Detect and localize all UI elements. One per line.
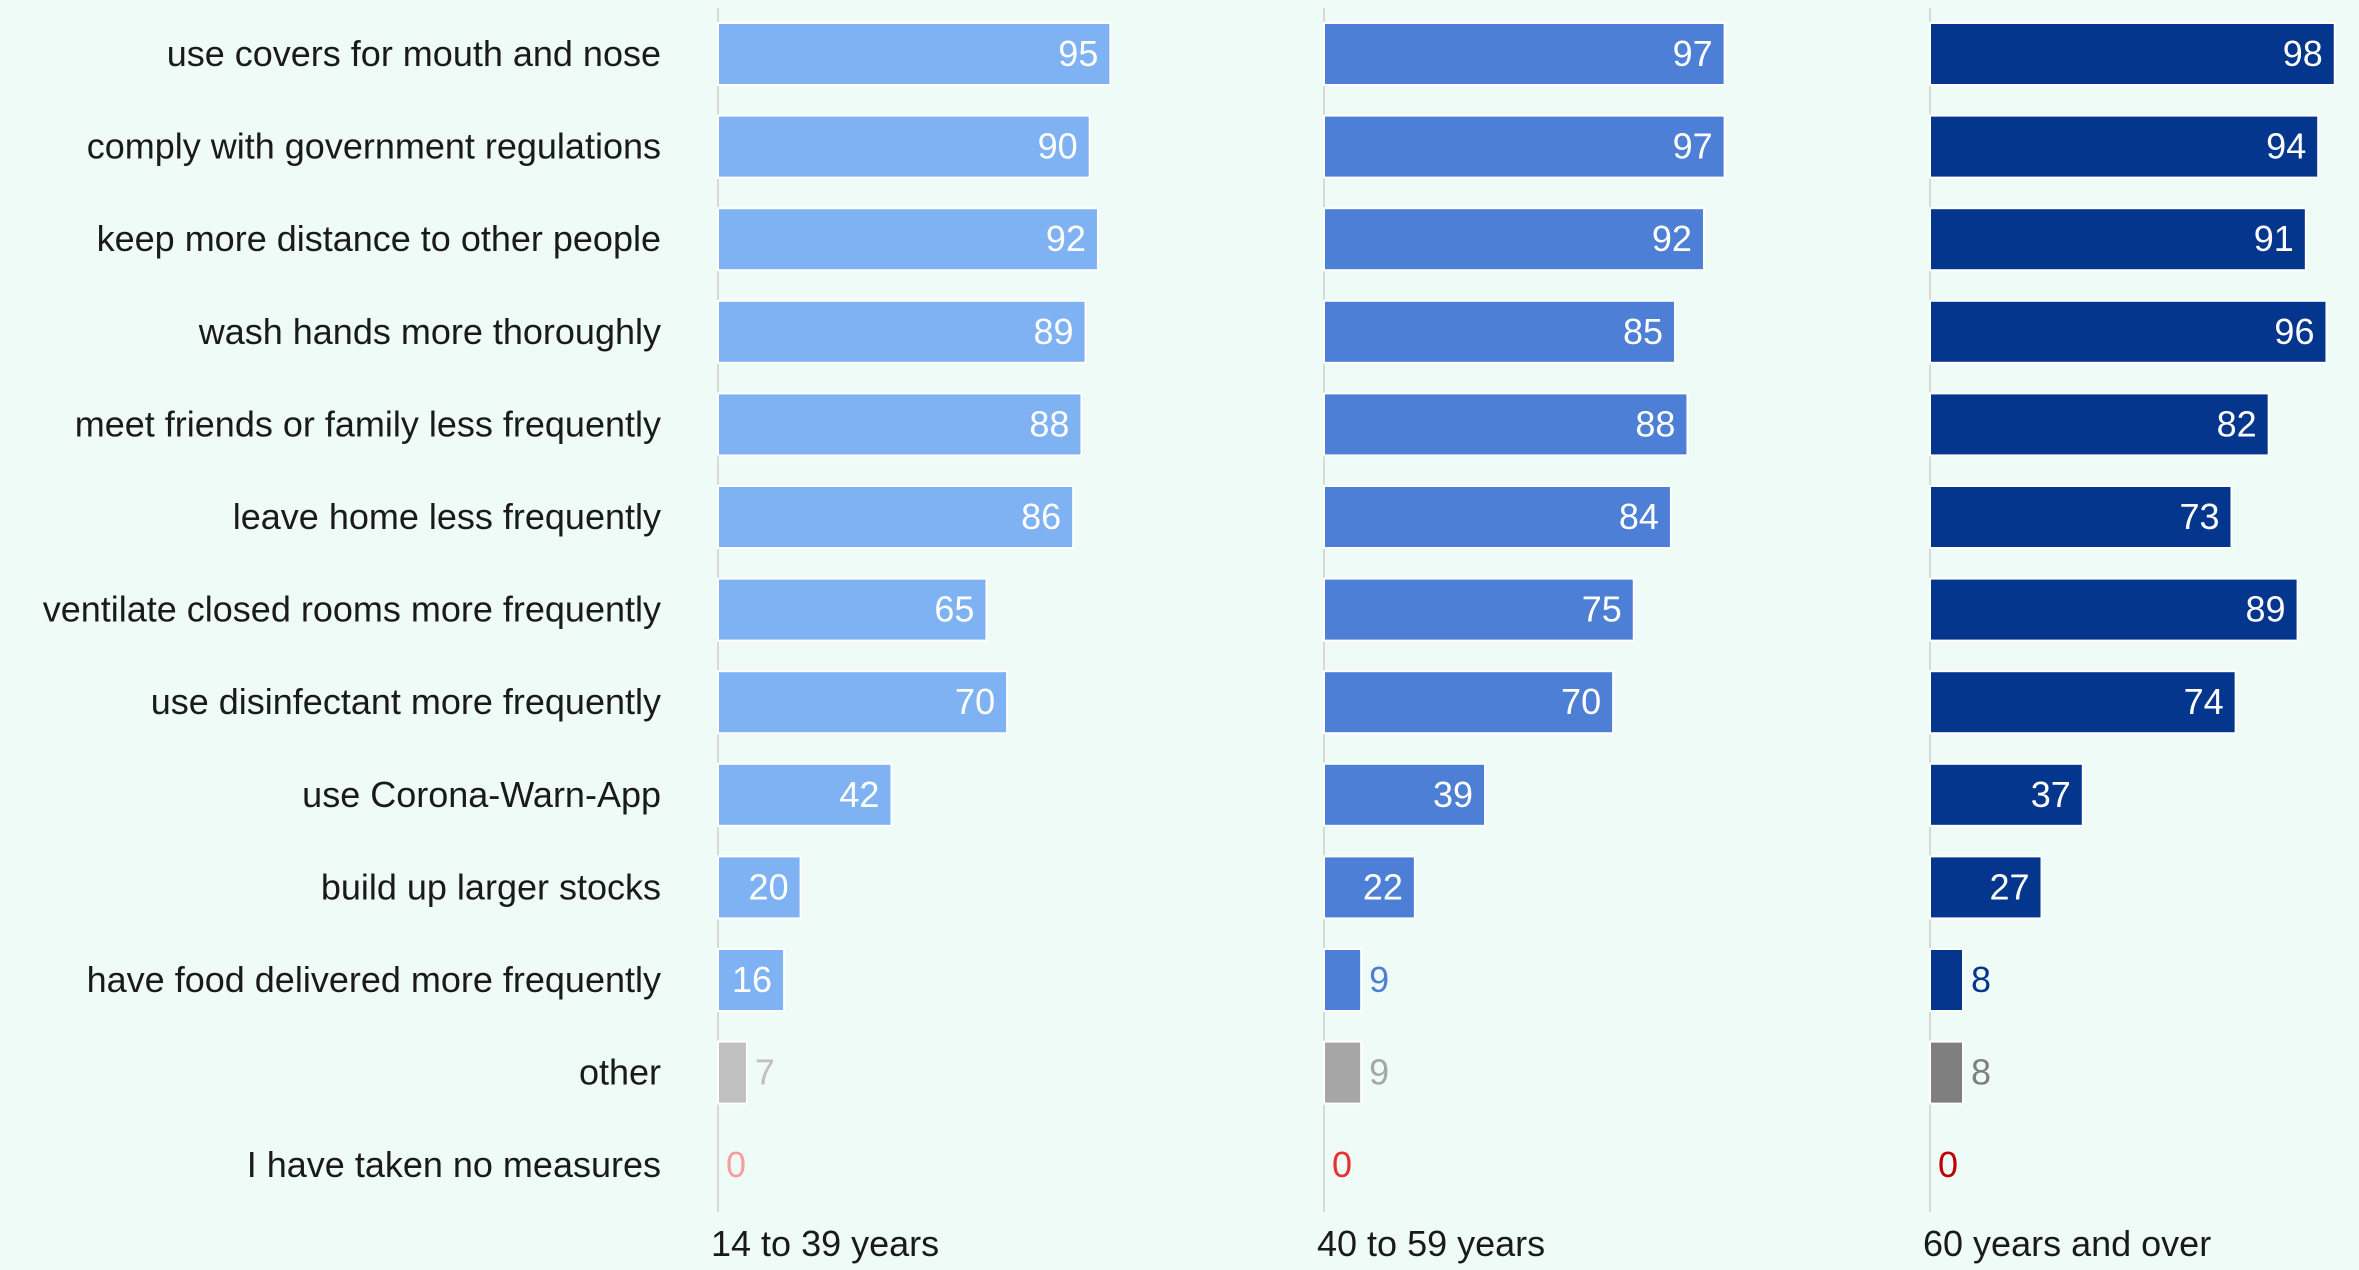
data-label: 8 — [1971, 1052, 1991, 1093]
category-label: comply with government regulations — [87, 126, 661, 167]
bar — [717, 114, 1091, 179]
bar — [1929, 22, 2336, 86]
data-label: 16 — [732, 959, 772, 1000]
data-label: 20 — [749, 866, 789, 907]
bar — [1323, 207, 1705, 272]
bar — [1929, 577, 2299, 642]
data-label: 96 — [2274, 311, 2314, 352]
bar — [1323, 762, 1487, 827]
category-label: keep more distance to other people — [97, 218, 661, 259]
bar — [1929, 855, 2043, 920]
data-label: 27 — [1989, 866, 2029, 907]
bar — [717, 762, 893, 827]
bar — [717, 485, 1075, 549]
data-label: 9 — [1369, 959, 1389, 1000]
category-label: leave home less frequently — [233, 496, 661, 537]
category-label: other — [579, 1052, 661, 1093]
data-label: 85 — [1623, 311, 1663, 352]
data-label: 91 — [2254, 218, 2294, 259]
bar — [1929, 207, 2307, 272]
category-label: I have taken no measures — [247, 1144, 661, 1185]
data-label: 73 — [2179, 496, 2219, 537]
category-label: have food delivered more frequently — [87, 959, 661, 1000]
category-label: ventilate closed rooms more frequently — [43, 589, 661, 630]
data-label: 89 — [2246, 589, 2286, 630]
bar — [1323, 948, 1363, 1012]
data-label: 37 — [2031, 774, 2071, 815]
bar — [1323, 392, 1689, 457]
bar — [717, 670, 1009, 735]
data-label: 22 — [1363, 866, 1403, 907]
bar — [717, 392, 1083, 457]
data-label: 70 — [955, 681, 995, 722]
category-label: use Corona-Warn-App — [302, 774, 661, 815]
bar — [1929, 114, 2320, 179]
data-label: 0 — [1332, 1144, 1352, 1185]
bar — [717, 299, 1087, 364]
data-label: 89 — [1034, 311, 1074, 352]
data-label: 97 — [1673, 126, 1713, 167]
bar — [1323, 577, 1635, 642]
data-label: 70 — [1561, 681, 1601, 722]
category-label: use covers for mouth and nose — [167, 33, 661, 74]
bar — [1323, 670, 1615, 735]
bar — [717, 207, 1099, 272]
bar — [717, 1040, 748, 1105]
data-label: 75 — [1582, 589, 1622, 630]
bar — [1929, 948, 1965, 1012]
data-label: 8 — [1971, 959, 1991, 1000]
category-label: meet friends or family less frequently — [75, 403, 661, 444]
data-label: 0 — [726, 1144, 746, 1185]
bar — [1323, 855, 1416, 920]
bar — [717, 855, 802, 920]
bar — [1323, 485, 1672, 549]
bar — [717, 577, 988, 642]
bar — [1323, 299, 1677, 364]
data-label: 42 — [839, 774, 879, 815]
bar — [1929, 1040, 1965, 1105]
category-label: wash hands more thoroughly — [198, 311, 661, 352]
data-label: 97 — [1673, 33, 1713, 74]
data-label: 9 — [1369, 1052, 1389, 1093]
data-label: 84 — [1619, 496, 1659, 537]
data-label: 92 — [1046, 218, 1086, 259]
data-label: 39 — [1433, 774, 1473, 815]
data-label: 90 — [1038, 126, 1078, 167]
bar — [1929, 670, 2237, 735]
data-label: 88 — [1029, 403, 1069, 444]
series-label: 14 to 39 years — [711, 1223, 939, 1264]
data-label: 88 — [1635, 403, 1675, 444]
bar — [1929, 392, 2270, 457]
data-label: 92 — [1652, 218, 1692, 259]
data-label: 7 — [755, 1052, 775, 1093]
series-label: 60 years and over — [1923, 1223, 2211, 1264]
bar — [1323, 114, 1726, 179]
data-label: 95 — [1058, 33, 1098, 74]
category-label: use disinfectant more frequently — [151, 681, 661, 722]
bar — [717, 948, 786, 1012]
data-label: 94 — [2266, 126, 2306, 167]
data-label: 65 — [934, 589, 974, 630]
series-label: 40 to 59 years — [1317, 1223, 1545, 1264]
data-label: 86 — [1021, 496, 1061, 537]
bar — [717, 22, 1112, 86]
data-label: 82 — [2217, 403, 2257, 444]
data-label: 74 — [2184, 681, 2224, 722]
bar — [1323, 22, 1726, 86]
bar — [1929, 762, 2084, 827]
data-label: 0 — [1938, 1144, 1958, 1185]
category-label: build up larger stocks — [321, 866, 661, 907]
data-label: 98 — [2283, 33, 2323, 74]
bar — [1929, 485, 2233, 549]
bar — [1929, 299, 2328, 364]
bar — [1323, 1040, 1363, 1105]
